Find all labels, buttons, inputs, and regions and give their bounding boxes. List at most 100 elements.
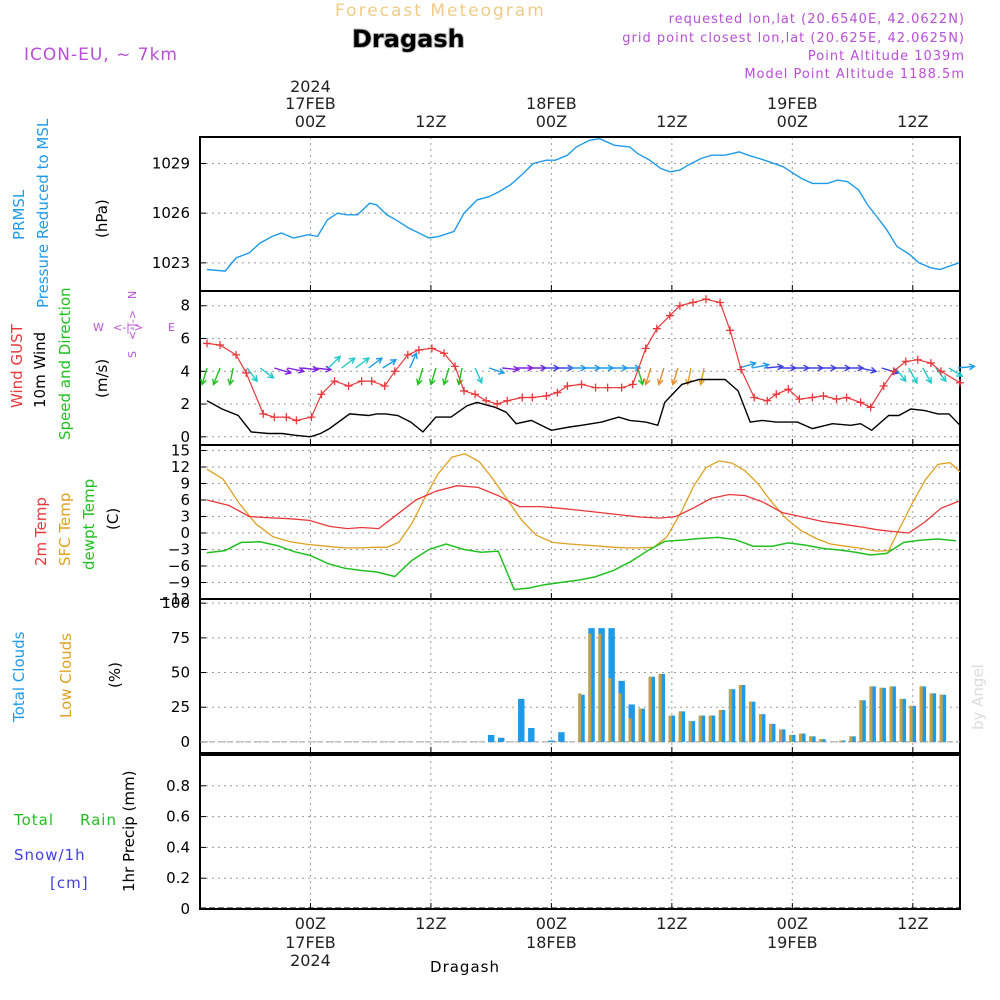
wind-gust-point: [842, 393, 851, 402]
wind-direction-arrow: [502, 367, 519, 371]
wind-direction-arrow-head: [442, 378, 449, 386]
wind-gust-point: [439, 349, 448, 358]
total-cloud-bar: [658, 673, 666, 742]
wind-direction-arrow-head: [698, 378, 706, 386]
wind-gust-label: Wind GUST: [8, 323, 26, 408]
wind-gust-point: [591, 383, 600, 392]
wind-gust-point: [716, 298, 725, 307]
credit-watermark: by Angel: [969, 664, 987, 730]
low-cloud-bar: [839, 740, 843, 742]
chart-subtitle: Forecast Meteogram: [335, 1, 546, 21]
bottom-year-label: 2024: [290, 951, 331, 970]
snow-legend: Snow/1h: [14, 846, 86, 864]
low-cloud-bar: [628, 718, 632, 742]
wind-direction-arrow: [287, 367, 304, 372]
bottom-hour-label: 12Z: [897, 914, 928, 933]
wind-direction-arrow: [430, 367, 437, 385]
total-cloud-bar: [558, 732, 565, 742]
bottom-hour-label: 00Z: [536, 914, 567, 933]
temp-2m-label: 2m Temp: [32, 497, 50, 566]
wind-dir-label: Speed and Direction: [56, 287, 74, 440]
wind-direction-arrow: [645, 367, 652, 385]
wind-gust-point: [482, 396, 491, 405]
wind-gust-point: [665, 311, 674, 320]
total-cloud-bar: [819, 739, 826, 742]
wind-gust-point: [553, 388, 562, 397]
wind-gust-point: [216, 341, 225, 350]
total-cloud-bar: [899, 698, 906, 742]
wind-direction-arrow: [700, 367, 705, 385]
bottom-hour-label: 00Z: [777, 914, 808, 933]
wind-direction-arrow: [409, 352, 418, 369]
total-cloud-bar: [879, 687, 886, 742]
wind-direction-arrow: [355, 357, 370, 369]
temp-dewpt-label: dewpt Temp: [80, 479, 98, 570]
compass-arrow-v: <-|->: [126, 310, 139, 340]
top-date-label: 19FEB: [767, 94, 818, 113]
wind-gust-point: [866, 403, 875, 412]
low-cloud-bar: [608, 678, 612, 742]
y-tick-label-4: 3: [180, 508, 190, 526]
temperature-panel: 2m Temp SFC Temp dewpt Temp (C) 15129630…: [32, 442, 961, 608]
wind-gust-point: [726, 326, 735, 335]
wind-direction-arrow: [314, 367, 332, 371]
total-cloud-bar: [769, 723, 776, 742]
low-cloud-bar: [658, 673, 662, 742]
wind-gust-point: [292, 416, 301, 425]
wind-gust-point: [344, 382, 353, 391]
wind-gust-point: [737, 365, 746, 374]
total-cloud-bar: [748, 701, 756, 742]
wind-gust-point: [750, 393, 759, 402]
top-date-label: 17FEB: [285, 94, 336, 113]
wind-gust-point: [763, 396, 772, 405]
wind-direction-arrow: [341, 357, 356, 369]
total-cloud-bar: [688, 721, 696, 742]
total-cloud-bar: [889, 686, 896, 742]
wind-gust-point: [270, 413, 279, 422]
total-cloud-bar: [608, 628, 615, 742]
low-cloud-bar: [738, 685, 742, 742]
compass-s: S: [126, 351, 139, 358]
wind-gust-point: [367, 377, 376, 386]
wind-gust-point: [889, 367, 898, 376]
y-tick-label-0: 0: [180, 428, 190, 446]
wind-direction-arrow-head: [656, 378, 664, 386]
wind-direction-arrow: [458, 367, 463, 385]
wind-gust-point: [307, 413, 316, 422]
footer-location: Dragash: [430, 958, 500, 976]
compass-n: N: [126, 291, 139, 299]
wind-direction-arrow: [443, 367, 450, 385]
low-cloud-bar: [859, 700, 863, 742]
clouds-panel: Total Clouds Low Clouds (%) 100 75 50 25 0: [10, 594, 961, 754]
total-cloud-bar: [678, 711, 686, 742]
y-tick-label-3: 6: [180, 491, 190, 509]
compass-e: E: [168, 321, 175, 334]
wind-direction-arrow: [957, 365, 975, 369]
wind-direction-arrow: [212, 367, 221, 385]
top-year-label: 2024: [290, 77, 331, 96]
wind-gust-point: [808, 393, 817, 402]
wind-direction-arrow-head: [416, 378, 423, 386]
low-cloud-bar: [909, 705, 913, 742]
wind-gust-point: [427, 344, 436, 353]
pressure-label-unit: (hPa): [93, 199, 111, 238]
total-cloud-bar: [789, 734, 796, 742]
low-cloud-bar: [708, 715, 712, 742]
y-tick-label-1: 2: [180, 395, 190, 413]
low-cloud-bar: [919, 686, 923, 742]
wind-direction-arrow-head: [749, 361, 758, 368]
wind-gust-point: [451, 362, 460, 371]
wind-direction-arrow-head: [956, 370, 964, 378]
low-cloud-bar: [588, 633, 592, 742]
y-tick-label-5: 0: [180, 524, 190, 542]
wind-gust-point: [617, 383, 626, 392]
wind-gust-point: [701, 295, 710, 304]
low-cloud-bar: [799, 733, 803, 742]
bottom-hour-label: 00Z: [295, 914, 326, 933]
wind-direction-arrow-head: [411, 351, 418, 360]
total-cloud-bar: [528, 728, 535, 742]
total-cloud-bar: [919, 686, 927, 742]
y-tick-label-0: 1023: [152, 254, 190, 272]
